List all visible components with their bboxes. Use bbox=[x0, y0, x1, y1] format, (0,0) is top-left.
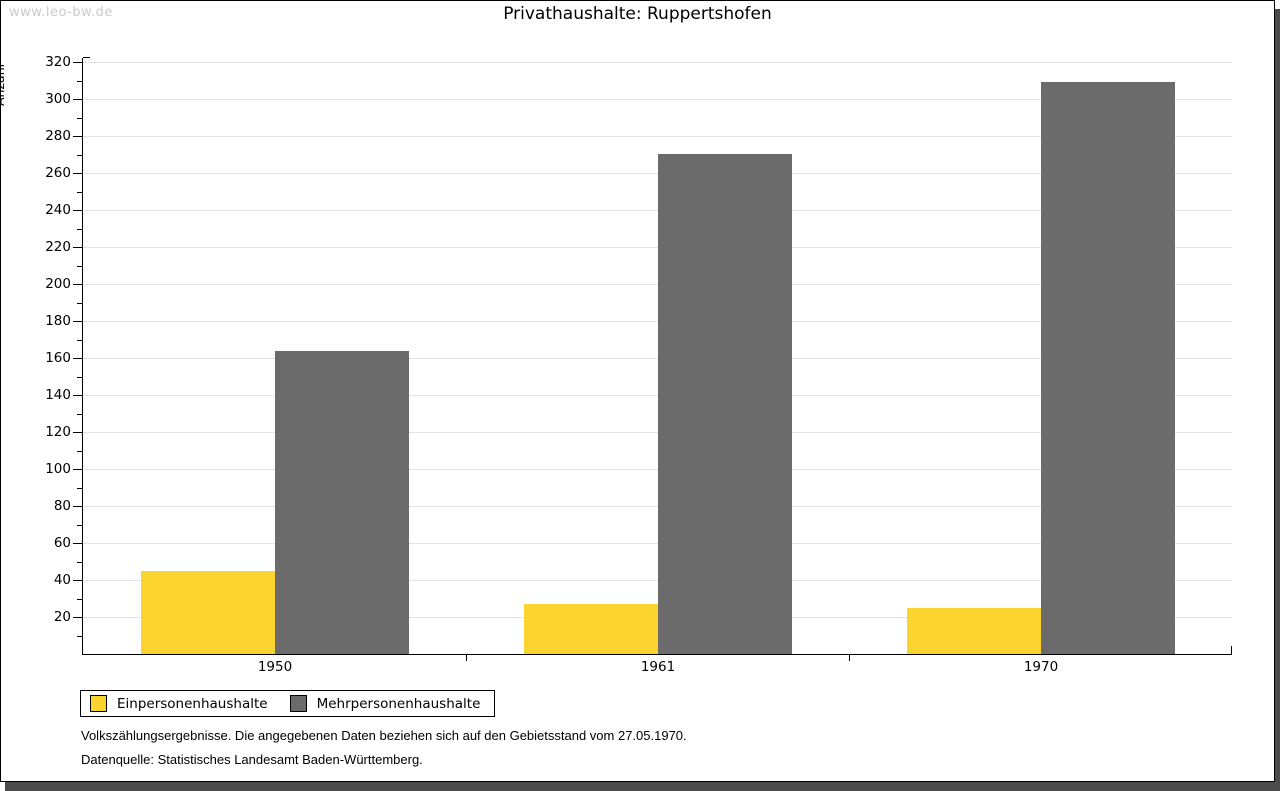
bar-einpersonenhaushalte-1950 bbox=[141, 571, 275, 654]
y-axis-tick-label: 300 bbox=[45, 91, 71, 107]
x-axis-end-cap bbox=[1231, 646, 1232, 654]
footnote-data-source: Datenquelle: Statistisches Landesamt Bad… bbox=[81, 752, 423, 767]
gridline bbox=[83, 321, 1232, 322]
y-axis-tick-label: 120 bbox=[45, 424, 71, 440]
y-axis-major-tick bbox=[73, 247, 82, 248]
gridline bbox=[83, 469, 1232, 470]
y-axis-major-tick bbox=[73, 506, 82, 507]
gridline bbox=[83, 247, 1232, 248]
gridline bbox=[83, 284, 1232, 285]
y-axis-tick-label: 240 bbox=[45, 202, 71, 218]
y-axis-tick-label: 140 bbox=[45, 387, 71, 403]
y-axis-tick-label: 180 bbox=[45, 313, 71, 329]
bar-einpersonenhaushalte-1961 bbox=[524, 604, 658, 654]
legend-item: Einpersonenhaushalte bbox=[90, 695, 268, 712]
y-axis-minor-tick bbox=[77, 525, 82, 526]
y-axis-tick-label: 160 bbox=[45, 350, 71, 366]
y-axis-tick-label: 100 bbox=[45, 461, 71, 477]
plot-area: 20 40 60 80 100 120 140 160 180 200 220 240 260 280 30… bbox=[45, 54, 1232, 675]
y-axis-minor-tick bbox=[77, 599, 82, 600]
y-axis-tick-label: 20 bbox=[53, 609, 71, 625]
legend-swatch-mehrpersonenhaushalte bbox=[289, 695, 307, 712]
x-axis-boundary-tick bbox=[466, 654, 467, 661]
chart-title: Privathaushalte: Ruppertshofen bbox=[503, 4, 772, 24]
gridline bbox=[83, 580, 1232, 581]
y-axis-major-tick bbox=[73, 284, 82, 285]
y-axis-minor-tick bbox=[77, 451, 82, 452]
y-axis-minor-tick bbox=[77, 155, 82, 156]
y-axis-minor-tick bbox=[77, 303, 82, 304]
y-axis-minor-tick bbox=[77, 118, 82, 119]
y-axis-tick-label: 280 bbox=[45, 128, 71, 144]
y-axis-major-tick bbox=[73, 617, 82, 618]
gridline bbox=[83, 543, 1232, 544]
legend-swatch-einpersonenhaushalte bbox=[90, 695, 107, 712]
y-axis-major-tick bbox=[73, 136, 82, 137]
y-axis-major-tick bbox=[73, 432, 82, 433]
y-axis-minor-tick bbox=[77, 488, 82, 489]
y-axis-minor-tick bbox=[77, 266, 82, 267]
y-axis-tick-label: 260 bbox=[45, 165, 71, 181]
x-axis-category-label: 1961 bbox=[640, 659, 676, 675]
watermark-text: www.leo-bw.de bbox=[9, 5, 113, 20]
y-axis-major-tick bbox=[73, 173, 82, 174]
gridline bbox=[83, 99, 1232, 100]
y-axis-major-tick bbox=[73, 543, 82, 544]
y-axis-major-tick bbox=[73, 469, 82, 470]
x-axis-category-label: 1970 bbox=[1023, 659, 1059, 675]
legend-label: Einpersonenhaushalte bbox=[117, 695, 268, 712]
y-axis-tick-label: 60 bbox=[53, 535, 71, 551]
y-axis-tick-label: 40 bbox=[53, 572, 71, 588]
x-axis-category-label: 1950 bbox=[257, 659, 293, 675]
y-axis-major-tick bbox=[73, 99, 82, 100]
y-axis-minor-tick bbox=[77, 81, 82, 82]
gridline bbox=[83, 358, 1232, 359]
gridline bbox=[83, 210, 1232, 211]
bar-mehrpersonenhaushalte-1970 bbox=[1041, 82, 1175, 654]
y-axis-major-tick bbox=[73, 62, 82, 63]
y-axis-minor-tick bbox=[77, 414, 82, 415]
y-axis-tick-label: 80 bbox=[53, 498, 71, 514]
bar-mehrpersonenhaushalte-1950 bbox=[275, 351, 409, 654]
y-axis-end-cap bbox=[83, 57, 90, 58]
y-axis-major-tick bbox=[73, 210, 82, 211]
bar-mehrpersonenhaushalte-1961 bbox=[658, 154, 792, 654]
gridline bbox=[83, 395, 1232, 396]
y-axis-minor-tick bbox=[77, 192, 82, 193]
y-axis-minor-tick bbox=[77, 229, 82, 230]
y-axis-minor-tick bbox=[77, 562, 82, 563]
y-axis-minor-tick bbox=[77, 340, 82, 341]
y-axis-tick-label: 200 bbox=[45, 276, 71, 292]
y-axis-tick-label: 220 bbox=[45, 239, 71, 255]
y-axis-minor-tick bbox=[77, 636, 82, 637]
bar-einpersonenhaushalte-1970 bbox=[907, 608, 1041, 654]
gridline bbox=[83, 173, 1232, 174]
legend: Einpersonenhaushalte Mehrpersonenhaushalt… bbox=[80, 690, 496, 717]
y-axis-minor-tick bbox=[77, 377, 82, 378]
y-axis-title: Anzahl bbox=[0, 63, 7, 106]
gridline bbox=[83, 136, 1232, 137]
legend-item: Mehrpersonenhaushalte bbox=[289, 695, 481, 712]
x-axis-boundary-tick bbox=[849, 654, 850, 661]
legend-label: Mehrpersonenhaushalte bbox=[316, 695, 481, 712]
y-axis-major-tick bbox=[73, 580, 82, 581]
y-axis-major-tick bbox=[73, 358, 82, 359]
gridline bbox=[83, 506, 1232, 507]
footnote-source-note: Volkszählungsergebnisse. Die angegebenen… bbox=[81, 728, 687, 743]
y-axis-major-tick bbox=[73, 321, 82, 322]
y-axis-major-tick bbox=[73, 395, 82, 396]
gridline bbox=[83, 432, 1232, 433]
gridline bbox=[83, 62, 1232, 63]
y-axis-tick-label: 320 bbox=[45, 54, 71, 70]
